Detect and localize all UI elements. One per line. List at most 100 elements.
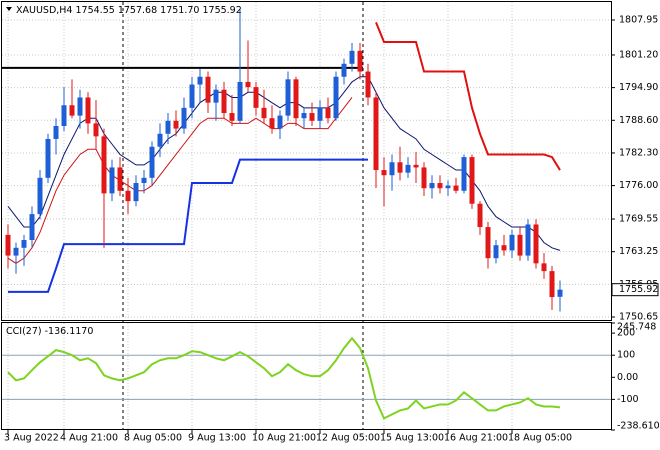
x-tick-label: 18 Aug 05:00 bbox=[508, 433, 572, 444]
candle-body bbox=[77, 97, 83, 116]
symbol: XAUUSD,H4 bbox=[16, 5, 72, 16]
candle-body bbox=[109, 167, 115, 194]
candle-body bbox=[501, 245, 507, 251]
candle-body bbox=[277, 115, 283, 129]
close-value: 1755.92 bbox=[202, 5, 241, 16]
y-tick-label: 1782.30 bbox=[619, 147, 658, 158]
candle-body bbox=[517, 234, 523, 256]
y-tick-label: 1807.95 bbox=[619, 14, 658, 25]
line bbox=[7, 336, 561, 420]
candle-body bbox=[117, 167, 123, 191]
candle-body bbox=[373, 97, 379, 171]
x-tick-label: 12 Aug 05:00 bbox=[316, 433, 380, 444]
line bbox=[375, 21, 561, 171]
candle-body bbox=[437, 183, 443, 189]
candle-body bbox=[453, 185, 459, 191]
candle-body bbox=[197, 76, 203, 85]
candle-body bbox=[29, 214, 35, 241]
y-tick-label: 1776.00 bbox=[619, 180, 658, 191]
candle-body bbox=[445, 185, 451, 189]
candle-body bbox=[45, 138, 51, 178]
candle-body bbox=[541, 263, 547, 272]
candle-body bbox=[37, 177, 43, 215]
candle-body bbox=[421, 167, 427, 189]
cci-header: CCI(27) -136.1170 bbox=[6, 326, 93, 337]
candle-body bbox=[237, 81, 243, 121]
candle-body bbox=[165, 120, 171, 134]
candle-body bbox=[69, 105, 75, 116]
line bbox=[7, 97, 353, 264]
candle-body bbox=[413, 164, 419, 168]
candle-body bbox=[133, 183, 139, 202]
candle-body bbox=[317, 107, 323, 121]
candle-body bbox=[461, 157, 467, 191]
x-tick-label: 10 Aug 21:00 bbox=[252, 433, 316, 444]
candle-body bbox=[325, 107, 331, 119]
candle-body bbox=[365, 71, 371, 98]
main-frame bbox=[1, 1, 612, 321]
y-tick-label: 245.748 bbox=[617, 322, 656, 333]
candle-body bbox=[549, 271, 555, 298]
candle-body bbox=[333, 76, 339, 119]
candle-body bbox=[349, 50, 355, 64]
candle-body bbox=[181, 107, 187, 129]
candle-body bbox=[5, 234, 11, 256]
menu-arrow[interactable] bbox=[6, 7, 12, 11]
y-tick-label: 100 bbox=[617, 350, 635, 361]
candle-body bbox=[389, 162, 395, 176]
x-tick-label: 3 Aug 2022 bbox=[4, 433, 59, 444]
x-tick-label: 8 Aug 05:00 bbox=[124, 433, 182, 444]
candle-body bbox=[469, 157, 475, 204]
candle-body bbox=[125, 190, 131, 202]
candle-body bbox=[101, 136, 107, 194]
x-tick-label: 15 Aug 13:00 bbox=[380, 433, 444, 444]
low-value: 1751.70 bbox=[160, 5, 199, 16]
y-tick-label: 0.00 bbox=[617, 372, 638, 383]
y-tick-label: 1801.20 bbox=[619, 49, 658, 60]
x-tick-label: 16 Aug 21:00 bbox=[444, 433, 508, 444]
candle-body bbox=[253, 87, 259, 108]
cci-frame bbox=[1, 322, 612, 430]
candle-body bbox=[293, 79, 299, 119]
candle-body bbox=[13, 247, 19, 256]
candle-body bbox=[157, 133, 163, 147]
candle-body bbox=[21, 240, 27, 248]
candle-body bbox=[61, 105, 67, 126]
y-tick-label: 1763.25 bbox=[619, 246, 658, 257]
open-value: 1754.55 bbox=[76, 5, 115, 16]
candle-body bbox=[301, 113, 307, 119]
candle-body bbox=[493, 245, 499, 259]
cci-value: -136.1170 bbox=[45, 326, 94, 337]
candle-body bbox=[405, 164, 411, 173]
candle-body bbox=[397, 162, 403, 173]
candle-body bbox=[85, 97, 91, 124]
line bbox=[7, 76, 561, 251]
y-tick-label: 1794.90 bbox=[619, 82, 658, 93]
candle-body bbox=[213, 89, 219, 103]
candle-body bbox=[285, 79, 291, 116]
candle-body bbox=[149, 146, 155, 178]
candle-body bbox=[173, 120, 179, 129]
candle-body bbox=[261, 107, 267, 119]
y-tick-label: 1769.55 bbox=[619, 214, 658, 225]
candle-body bbox=[429, 183, 435, 189]
y-tick-label: 200 bbox=[617, 328, 635, 339]
candle-body bbox=[533, 224, 539, 264]
candle-body bbox=[557, 289, 563, 297]
price-box bbox=[611, 283, 659, 297]
candle-body bbox=[245, 81, 251, 88]
candle-body bbox=[141, 177, 147, 184]
y-tick-label: 1750.65 bbox=[619, 311, 658, 322]
candle-body bbox=[341, 63, 347, 77]
cci-title: CCI(27) bbox=[6, 326, 42, 337]
y-tick-label: -100 bbox=[617, 394, 639, 405]
y-tick-label: 1788.60 bbox=[619, 115, 658, 126]
x-tick-label: 4 Aug 21:00 bbox=[60, 433, 118, 444]
candle-body bbox=[525, 224, 531, 256]
candle-body bbox=[229, 113, 235, 121]
candle-body bbox=[269, 118, 275, 129]
line bbox=[8, 158, 368, 293]
high-value: 1757.68 bbox=[118, 5, 157, 16]
